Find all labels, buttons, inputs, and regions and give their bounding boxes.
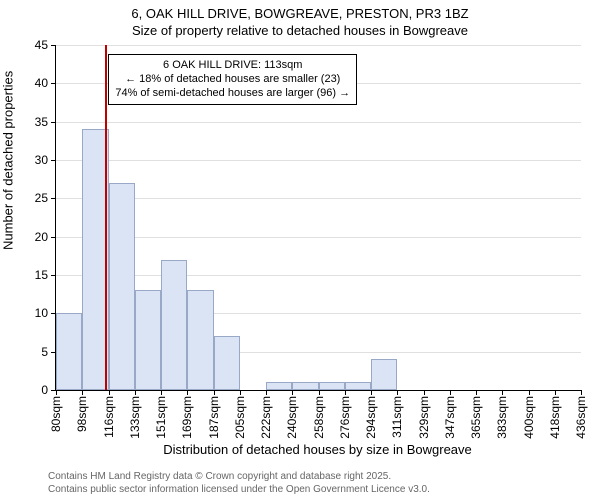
histogram-bar bbox=[161, 260, 187, 390]
x-tick-label: 205sqm bbox=[233, 396, 247, 439]
x-tick-label: 258sqm bbox=[312, 396, 326, 439]
grid-line bbox=[56, 160, 581, 161]
x-tick bbox=[240, 390, 241, 395]
x-tick bbox=[345, 390, 346, 395]
histogram-bar bbox=[371, 359, 397, 390]
x-tick bbox=[319, 390, 320, 395]
histogram-bar bbox=[292, 382, 318, 390]
chart-title: 6, OAK HILL DRIVE, BOWGREAVE, PRESTON, P… bbox=[0, 0, 600, 23]
x-tick-label: 276sqm bbox=[338, 396, 352, 439]
histogram-bar bbox=[109, 183, 135, 390]
plot-area: 05101520253035404580sqm98sqm116sqm133sqm… bbox=[55, 45, 581, 391]
x-tick-label: 151sqm bbox=[154, 396, 168, 439]
y-tick-label: 40 bbox=[35, 76, 48, 90]
x-tick-label: 365sqm bbox=[469, 396, 483, 439]
x-tick bbox=[266, 390, 267, 395]
histogram-bar bbox=[187, 290, 213, 390]
y-tick-label: 10 bbox=[35, 306, 48, 320]
grid-line bbox=[56, 122, 581, 123]
y-tick bbox=[51, 160, 56, 161]
x-tick bbox=[476, 390, 477, 395]
x-tick bbox=[109, 390, 110, 395]
y-tick-label: 5 bbox=[41, 345, 48, 359]
x-tick bbox=[187, 390, 188, 395]
histogram-bar bbox=[214, 336, 240, 390]
x-tick-label: 294sqm bbox=[364, 396, 378, 439]
footer: Contains HM Land Registry data © Crown c… bbox=[48, 470, 430, 496]
x-tick bbox=[502, 390, 503, 395]
y-tick-label: 30 bbox=[35, 153, 48, 167]
x-tick-label: 383sqm bbox=[495, 396, 509, 439]
y-tick bbox=[51, 198, 56, 199]
chart-container: 6, OAK HILL DRIVE, BOWGREAVE, PRESTON, P… bbox=[0, 0, 600, 500]
y-tick-label: 15 bbox=[35, 268, 48, 282]
histogram-bar bbox=[319, 382, 345, 390]
chart-subtitle: Size of property relative to detached ho… bbox=[0, 23, 600, 40]
x-tick-label: 133sqm bbox=[128, 396, 142, 439]
y-tick bbox=[51, 45, 56, 46]
marker-line bbox=[105, 45, 107, 390]
histogram-bar bbox=[266, 382, 292, 390]
y-tick-label: 25 bbox=[35, 191, 48, 205]
x-tick bbox=[529, 390, 530, 395]
x-tick bbox=[371, 390, 372, 395]
x-tick-label: 311sqm bbox=[390, 396, 404, 438]
x-tick bbox=[424, 390, 425, 395]
annotation-line3: 74% of semi-detached houses are larger (… bbox=[115, 86, 350, 100]
y-tick-label: 0 bbox=[41, 383, 48, 397]
grid-line bbox=[56, 275, 581, 276]
x-tick-label: 116sqm bbox=[102, 396, 116, 438]
x-tick-label: 98sqm bbox=[75, 396, 89, 432]
x-tick bbox=[82, 390, 83, 395]
x-tick-label: 436sqm bbox=[574, 396, 588, 439]
x-axis-title: Distribution of detached houses by size … bbox=[55, 442, 580, 457]
x-tick-label: 187sqm bbox=[207, 396, 221, 439]
x-tick-label: 80sqm bbox=[49, 396, 63, 432]
grid-line bbox=[56, 198, 581, 199]
footer-line1: Contains HM Land Registry data © Crown c… bbox=[48, 470, 430, 483]
x-tick bbox=[450, 390, 451, 395]
x-tick bbox=[56, 390, 57, 395]
x-tick-label: 240sqm bbox=[285, 396, 299, 439]
histogram-bar bbox=[345, 382, 371, 390]
annotation-box: 6 OAK HILL DRIVE: 113sqm ← 18% of detach… bbox=[108, 54, 357, 105]
annotation-line1: 6 OAK HILL DRIVE: 113sqm bbox=[115, 58, 350, 72]
x-tick-label: 418sqm bbox=[548, 396, 562, 439]
x-tick-label: 347sqm bbox=[443, 396, 457, 439]
annotation-line2: ← 18% of detached houses are smaller (23… bbox=[115, 72, 350, 86]
histogram-bar bbox=[56, 313, 82, 390]
x-tick bbox=[214, 390, 215, 395]
y-tick bbox=[51, 275, 56, 276]
y-tick bbox=[51, 83, 56, 84]
x-tick bbox=[397, 390, 398, 395]
y-tick-label: 35 bbox=[35, 115, 48, 129]
histogram-bar bbox=[135, 290, 161, 390]
x-tick bbox=[555, 390, 556, 395]
y-tick bbox=[51, 122, 56, 123]
x-tick bbox=[581, 390, 582, 395]
x-tick-label: 169sqm bbox=[180, 396, 194, 439]
y-tick-label: 20 bbox=[35, 230, 48, 244]
x-tick bbox=[161, 390, 162, 395]
y-axis-title: Number of detached properties bbox=[1, 71, 16, 250]
x-tick bbox=[135, 390, 136, 395]
y-tick-label: 45 bbox=[35, 38, 48, 52]
grid-line bbox=[56, 237, 581, 238]
x-tick-label: 400sqm bbox=[522, 396, 536, 439]
x-tick-label: 329sqm bbox=[417, 396, 431, 439]
y-tick bbox=[51, 237, 56, 238]
grid-line bbox=[56, 45, 581, 46]
footer-line2: Contains public sector information licen… bbox=[48, 483, 430, 496]
x-tick bbox=[292, 390, 293, 395]
x-tick-label: 222sqm bbox=[259, 396, 273, 439]
